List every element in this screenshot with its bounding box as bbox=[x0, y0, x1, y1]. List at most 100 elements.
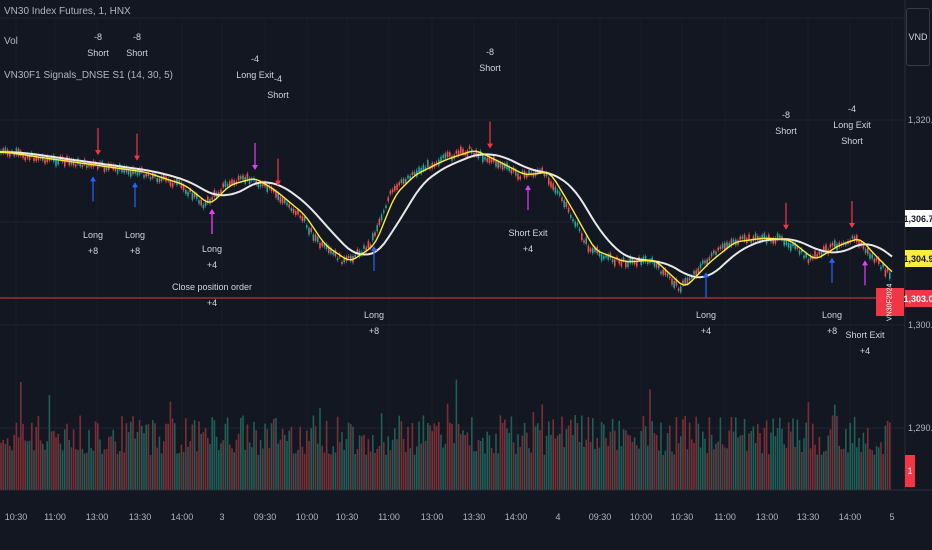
candle-body bbox=[605, 255, 607, 258]
volume-bar bbox=[308, 441, 310, 490]
volume-bar bbox=[878, 447, 880, 490]
price-axis-ticks[interactable]: 1,320.01,310.01,300.01,290.0 bbox=[908, 115, 932, 433]
time-tick-label: 10:30 bbox=[671, 512, 694, 522]
signal-marker: Short Exit +4 bbox=[845, 260, 885, 356]
volume-bar bbox=[567, 425, 570, 490]
volume-bar bbox=[543, 454, 546, 490]
volume-bar bbox=[64, 429, 66, 490]
volume-bar bbox=[468, 445, 471, 490]
volume-bar bbox=[176, 453, 178, 490]
signal-arrowhead bbox=[525, 185, 531, 191]
volume-bar bbox=[233, 452, 235, 490]
volume-bar bbox=[264, 423, 266, 490]
volume-bar bbox=[451, 423, 453, 490]
time-tick-label: 11:00 bbox=[714, 512, 736, 522]
signal-label: Short bbox=[87, 48, 109, 58]
volume-bar bbox=[796, 419, 799, 490]
signal-marker: -4 Short bbox=[267, 74, 289, 186]
candle-body bbox=[79, 163, 81, 167]
volume-bar bbox=[433, 423, 436, 490]
volume-bar bbox=[708, 417, 711, 490]
candle-body bbox=[807, 259, 810, 263]
volume-bar bbox=[528, 448, 530, 490]
candle-body bbox=[501, 163, 504, 170]
candle-body bbox=[446, 151, 449, 158]
signal-marker: Long +8 bbox=[822, 257, 842, 336]
volume-bar bbox=[717, 441, 719, 490]
candle-body bbox=[413, 172, 416, 176]
time-axis-ticks[interactable]: 10:30 11:00 13:00 13:30 14:00 3 09:30 10:00 10:3… bbox=[5, 512, 895, 522]
volume-bar bbox=[224, 423, 227, 490]
time-tick-label: 13:00 bbox=[756, 512, 779, 522]
candle-body bbox=[589, 248, 592, 252]
strategy-legend[interactable]: VN30F1 Signals_DNSE S1 (14, 30, 5) bbox=[4, 70, 173, 81]
candle-body bbox=[748, 234, 750, 241]
candle-body bbox=[660, 271, 662, 274]
volume-bar bbox=[66, 423, 68, 490]
candle-body bbox=[363, 245, 365, 249]
volume-bar bbox=[790, 431, 792, 490]
candle-body bbox=[160, 176, 163, 181]
volume-bar bbox=[702, 431, 704, 490]
volume-bar bbox=[741, 435, 744, 490]
volume-bar bbox=[638, 448, 640, 490]
time-tick-label: 10:00 bbox=[296, 512, 319, 522]
volume-bar bbox=[86, 452, 88, 490]
candle-body bbox=[24, 157, 26, 161]
volume-bar bbox=[380, 413, 383, 490]
candle-body bbox=[321, 242, 323, 246]
candle-body bbox=[171, 182, 174, 188]
volume-bar bbox=[376, 448, 378, 490]
volume-bar bbox=[306, 430, 308, 490]
volume-bar bbox=[101, 453, 103, 490]
candle-body bbox=[508, 166, 510, 171]
volume-bar bbox=[123, 452, 125, 490]
volume-bar bbox=[341, 432, 343, 490]
candle-body bbox=[490, 159, 493, 163]
volume-legend[interactable]: Vol bbox=[4, 36, 18, 47]
volume-bar bbox=[770, 432, 772, 490]
candle-body bbox=[297, 209, 299, 215]
candle-body bbox=[532, 173, 535, 177]
volume-bar bbox=[618, 420, 620, 490]
candle-body bbox=[158, 178, 161, 183]
time-tick-label: 4 bbox=[555, 512, 560, 522]
volume-bar bbox=[332, 446, 334, 490]
volume-bar bbox=[633, 437, 636, 490]
candle-body bbox=[864, 248, 867, 254]
price-box-fast-ma: 1,304.9 bbox=[903, 250, 932, 267]
candle-body bbox=[732, 239, 735, 244]
signal-arrowhead bbox=[862, 260, 868, 266]
volume-bar bbox=[873, 454, 876, 490]
volume-bar bbox=[108, 437, 110, 490]
volume-bar bbox=[592, 418, 594, 490]
candle-body bbox=[279, 196, 282, 203]
volume-bar bbox=[792, 418, 794, 490]
candle-body bbox=[440, 156, 442, 163]
candle-body bbox=[662, 269, 664, 275]
candle-body bbox=[204, 200, 207, 206]
candle-body bbox=[354, 255, 356, 258]
volume-bar bbox=[182, 451, 185, 490]
signal-label: Long bbox=[696, 310, 716, 320]
candle-body bbox=[191, 192, 194, 200]
price-box-slow-ma: 1,306.7 bbox=[903, 210, 932, 227]
volume-bar bbox=[860, 451, 862, 490]
symbol-legend[interactable]: VN30 Index Futures, 1, HNX bbox=[4, 6, 131, 17]
volume-bar bbox=[706, 452, 708, 490]
candle-body bbox=[350, 255, 352, 262]
candle-body bbox=[818, 251, 821, 255]
candle-body bbox=[193, 193, 196, 198]
volume-bar bbox=[697, 423, 700, 490]
candle-body bbox=[517, 173, 519, 180]
volume-bar bbox=[20, 381, 22, 490]
volume-bar bbox=[611, 418, 614, 490]
candle-body bbox=[682, 280, 684, 286]
volume-bar bbox=[845, 429, 847, 490]
candle-body bbox=[625, 261, 627, 268]
signal-label: +8 bbox=[88, 246, 98, 256]
currency-unit-button[interactable]: VND bbox=[906, 8, 930, 66]
candle-body bbox=[785, 240, 788, 246]
volume-bar bbox=[325, 420, 328, 490]
